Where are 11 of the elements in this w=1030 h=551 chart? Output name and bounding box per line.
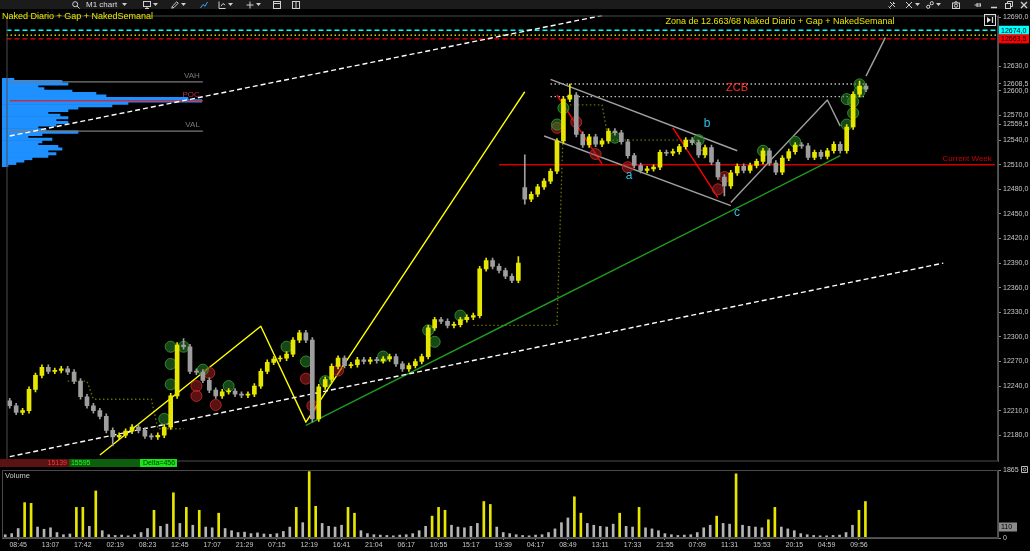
annotation: Zona de 12.663/68 Naked Diario + Gap + NakedSemanal [665,16,895,27]
series-label: VAH [184,71,201,81]
chart-title: M1 chart [86,0,118,9]
series-label: POC [182,89,201,99]
annotation: ZCB [726,81,748,94]
series-label: Current Week [942,153,993,163]
series-label: VAL [185,120,201,130]
annotation: Naked Diario + Gap + NakedSemanal [2,11,154,22]
annotation: b [703,116,711,131]
annotation: c [734,205,740,220]
annotation: a [625,168,633,183]
